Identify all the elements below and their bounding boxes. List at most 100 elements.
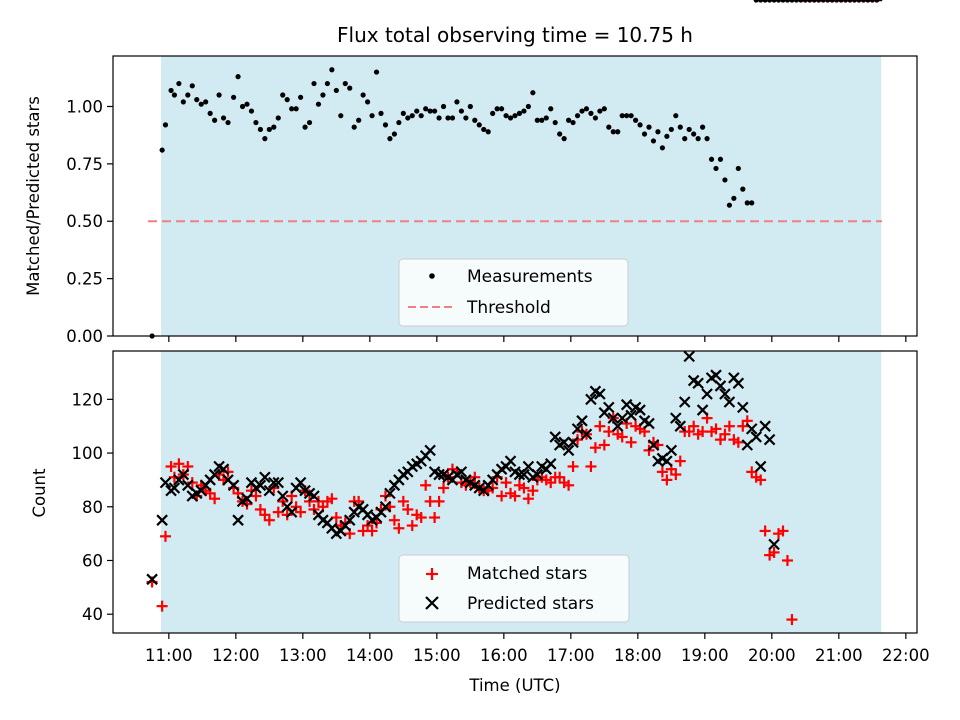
predicted-star-point — [379, 500, 392, 513]
predicted-star-point — [208, 468, 221, 481]
measurement-point — [280, 92, 286, 98]
matched-star-point — [393, 522, 405, 534]
x-tick-label: 15:00 — [413, 646, 461, 665]
predicted-star-point — [558, 436, 570, 449]
predicted-star-point — [177, 468, 190, 481]
legend-predicted-marker — [425, 596, 439, 610]
measurement-point — [207, 110, 213, 116]
predicted-star-point — [263, 484, 276, 497]
bottom-panel: 40 60 80 100 120 11:00 12:00 13:00 14:00 15:00 16… — [30, 0, 930, 695]
measurement-point — [704, 136, 710, 142]
measurement-point — [311, 80, 317, 87]
measurement-point — [266, 126, 272, 133]
matched-star-point — [433, 495, 445, 507]
predicted-star-point — [607, 412, 620, 424]
matched-star-point — [156, 600, 168, 612]
top-legend-box — [398, 258, 629, 327]
predicted-star-point — [665, 444, 678, 457]
measurement-point — [194, 97, 200, 103]
measurement-point — [628, 113, 634, 119]
x-tick-label: 11:00 — [145, 646, 193, 665]
predicted-star-point — [518, 468, 530, 481]
measurement-point — [740, 186, 746, 192]
x-tick-label: 16:00 — [480, 646, 528, 665]
measurement-point — [248, 108, 255, 114]
matched-star-point — [330, 512, 342, 524]
predicted-star-point — [232, 514, 244, 526]
legend-measurements-marker — [429, 273, 435, 279]
measurement-point — [516, 110, 523, 116]
top-legend: Measurements Threshold — [398, 258, 629, 327]
measurement-point — [239, 103, 246, 110]
bottom-y-tick-label: 40 — [82, 605, 103, 624]
measurement-point — [440, 103, 447, 110]
measurement-point — [168, 87, 174, 94]
matched-star-point — [388, 514, 400, 526]
predicted-star-point — [625, 409, 637, 422]
top-y-tick-label: 0.25 — [66, 270, 103, 289]
predicted-star-point — [146, 573, 158, 586]
measurement-point — [601, 106, 607, 112]
measurement-point — [592, 115, 599, 121]
matched-star-point — [661, 474, 673, 486]
measurement-point — [185, 92, 191, 98]
measurement-point — [686, 126, 692, 133]
measurement-point — [360, 92, 366, 98]
matched-star-point — [674, 455, 686, 467]
measurement-point — [624, 113, 630, 119]
measurement-point — [637, 122, 643, 128]
measurement-point — [615, 129, 621, 135]
measurement-point — [749, 200, 755, 206]
x-tick-label: 13:00 — [279, 646, 327, 665]
measurement-point — [507, 115, 514, 121]
predicted-star-point — [670, 412, 682, 424]
bottom-plot-frame — [112, 350, 918, 634]
predicted-star-point — [217, 463, 230, 475]
bottom-y-tick-label: 120 — [72, 390, 104, 409]
measurement-point — [454, 99, 460, 105]
measurement-point — [566, 117, 572, 123]
measurement-point — [320, 92, 326, 98]
measurement-point — [463, 115, 469, 121]
x-tick-label: 22:00 — [882, 646, 930, 665]
measurement-point — [271, 124, 277, 130]
measurement-point — [369, 113, 375, 119]
matched-star-point — [420, 479, 432, 491]
predicted-star-point — [159, 476, 172, 489]
predicted-star-point — [683, 350, 695, 363]
measurement-point — [212, 117, 218, 123]
top-x-ticks — [168, 336, 907, 342]
measurement-point — [432, 108, 438, 114]
x-tick-label: 12:00 — [212, 646, 260, 665]
predicted-star-point — [701, 388, 713, 400]
measurement-point — [405, 115, 411, 121]
predicted-star-point — [710, 369, 722, 381]
measurement-point — [552, 119, 558, 126]
measurement-point — [682, 136, 688, 142]
matched-star-point — [371, 517, 383, 529]
top-y-tick-label: 1.00 — [66, 97, 103, 116]
measurement-point — [351, 124, 357, 130]
matched-star-point — [429, 512, 441, 524]
measurement-point — [557, 131, 563, 137]
matched-star-point — [755, 474, 767, 486]
matched-star-point — [522, 493, 534, 505]
measurement-point — [521, 108, 527, 114]
predicted-star-point — [455, 466, 468, 478]
matched-star-point — [598, 439, 610, 451]
measurement-point — [641, 131, 648, 137]
measurement-point — [655, 129, 661, 135]
measurement-point — [409, 113, 415, 119]
measurement-point — [525, 103, 532, 110]
measurement-point — [373, 69, 380, 75]
predicted-star-point — [620, 398, 633, 411]
measurement-point — [162, 122, 169, 128]
predicted-star-point — [692, 377, 704, 390]
measurement-point — [695, 136, 701, 142]
predicted-star-point — [714, 380, 727, 392]
measurement-point — [400, 110, 406, 116]
predicted-star-point — [647, 439, 660, 451]
matched-star-point — [589, 442, 601, 454]
predicted-star-point — [168, 482, 181, 494]
matched-star-point — [625, 436, 637, 448]
